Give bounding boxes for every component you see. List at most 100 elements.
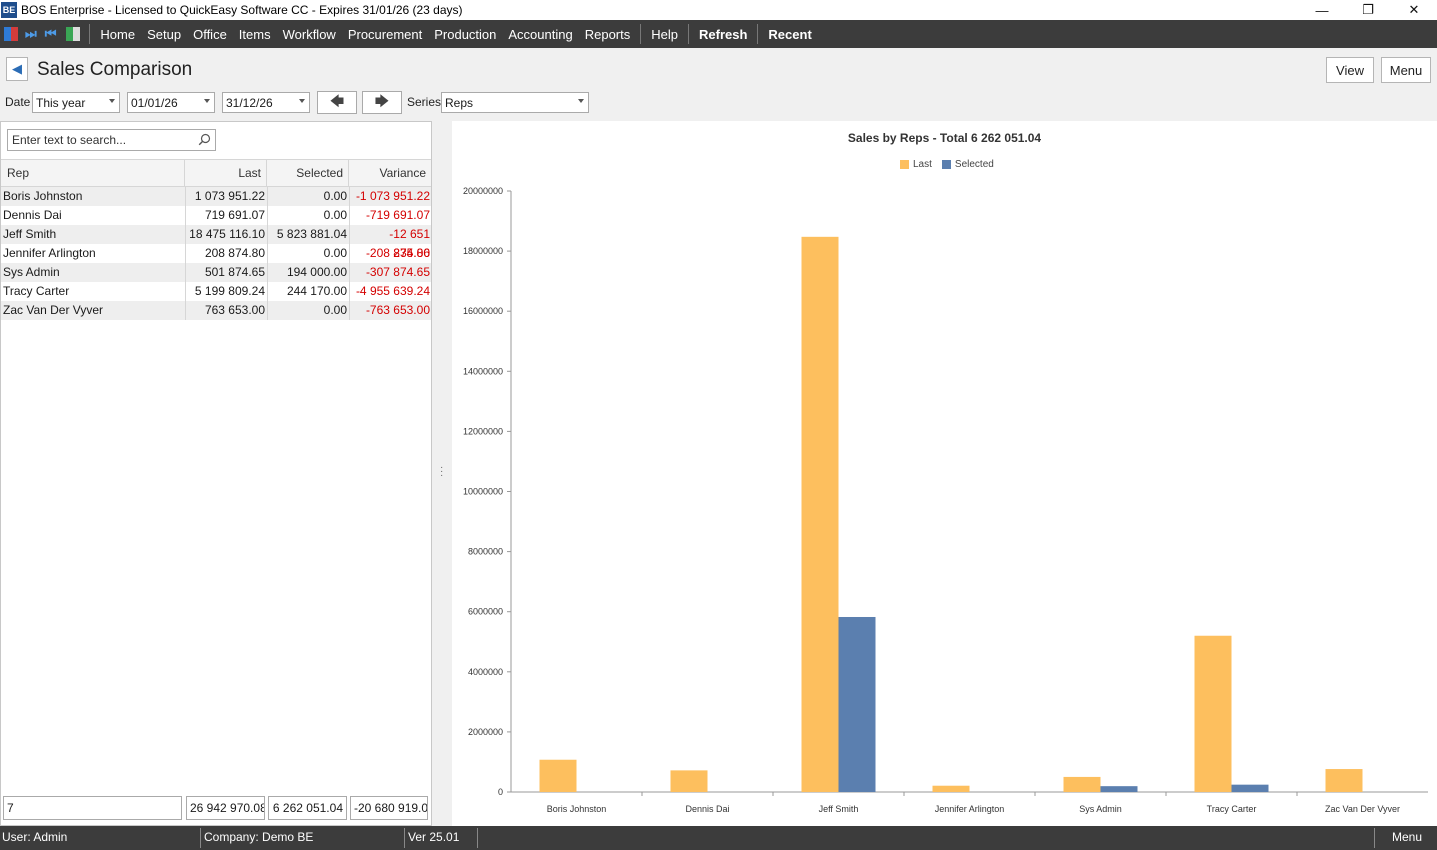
- cell-rep: Zac Van Der Vyver: [3, 303, 104, 317]
- total-selected-field: 6 262 051.04: [268, 796, 347, 820]
- window-title: BOS Enterprise - Licensed to QuickEasy S…: [21, 3, 463, 17]
- y-tick-label: 8000000: [468, 547, 503, 557]
- table-row[interactable]: Jennifer Arlington 208 874.80 0.00 -208 874…: [1, 244, 431, 263]
- previous-period-button[interactable]: 🡄: [317, 91, 357, 114]
- panel-splitter[interactable]: · · ·: [440, 462, 444, 481]
- arrow-right-icon: 🡆: [374, 92, 390, 109]
- cell-last: 763 653.00: [204, 303, 265, 317]
- cell-rep: Sys Admin: [3, 265, 60, 279]
- x-tick-label: Jeff Smith: [819, 804, 859, 814]
- view-button[interactable]: View: [1326, 57, 1374, 83]
- legend-label-last: Last: [913, 159, 932, 170]
- table-row[interactable]: Dennis Dai 719 691.07 0.00 -719 691.07: [1, 206, 431, 225]
- table-row[interactable]: Boris Johnston 1 073 951.22 0.00 -1 073 951…: [1, 187, 431, 206]
- y-tick-label: 18000000: [463, 246, 503, 256]
- date-to-picker[interactable]: 31/12/26: [222, 92, 310, 113]
- maximize-button[interactable]: ❐: [1362, 2, 1374, 17]
- bar-last: [539, 759, 577, 792]
- total-last-field: 26 942 970.08: [186, 796, 265, 820]
- next-period-button[interactable]: 🡆: [362, 91, 402, 114]
- cell-last: 18 475 116.10: [189, 227, 265, 241]
- cell-selected: 194 000.00: [286, 265, 347, 279]
- y-tick-label: 16000000: [463, 306, 503, 316]
- bar-last: [1325, 769, 1363, 792]
- back-arrow-icon: ◀: [12, 61, 22, 76]
- legend-label-selected: Selected: [954, 159, 994, 170]
- period-value: This year: [36, 95, 86, 110]
- cell-rep: Jeff Smith: [3, 227, 57, 241]
- menu-accounting[interactable]: Accounting: [508, 26, 573, 42]
- apps-icon[interactable]: [4, 27, 18, 41]
- skip-forward-icon[interactable]: ⏭: [25, 26, 37, 41]
- menu-separator: [89, 24, 91, 44]
- bar-last: [801, 236, 839, 792]
- menu-workflow[interactable]: Workflow: [282, 26, 336, 42]
- cell-last: 501 874.65: [204, 265, 265, 279]
- column-divider: [267, 225, 268, 244]
- window-controls: — ❐ ✕: [1299, 0, 1437, 20]
- menu-help[interactable]: Help: [651, 26, 678, 42]
- x-tick-label: Dennis Dai: [685, 804, 729, 814]
- menu-separator: [640, 24, 642, 44]
- menu-setup[interactable]: Setup: [147, 26, 182, 42]
- column-header-last[interactable]: Last: [185, 160, 267, 187]
- series-value: Reps: [445, 95, 474, 110]
- column-divider: [267, 206, 268, 225]
- menu-separator: [688, 24, 689, 44]
- cell-rep: Boris Johnston: [3, 189, 83, 203]
- menu-items[interactable]: Items: [238, 26, 271, 42]
- search-input[interactable]: Enter text to search...: [7, 129, 216, 151]
- page-title: Sales Comparison: [37, 59, 193, 80]
- menu-refresh[interactable]: Refresh: [699, 26, 748, 42]
- menu-button[interactable]: Menu: [1381, 57, 1431, 83]
- close-button[interactable]: ✕: [1408, 2, 1420, 17]
- menu-production[interactable]: Production: [434, 26, 497, 42]
- back-button[interactable]: ◀: [6, 57, 28, 81]
- period-select[interactable]: This year: [32, 92, 120, 113]
- cell-rep: Jennifer Arlington: [3, 246, 96, 260]
- total-variance-field: -20 680 919.0: [350, 796, 428, 820]
- chevron-down-icon: [578, 99, 584, 103]
- date-from-picker[interactable]: 01/01/26: [127, 92, 215, 113]
- column-divider: [349, 263, 350, 282]
- column-header-rep[interactable]: Rep: [1, 160, 185, 187]
- search-icon[interactable]: [198, 133, 211, 146]
- table-row[interactable]: Jeff Smith 18 475 116.10 5 823 881.04 -12 6…: [1, 225, 431, 260]
- column-divider: [349, 187, 350, 206]
- chart-legend: Last Selected: [900, 159, 994, 170]
- skip-back-icon[interactable]: ⏮: [44, 26, 57, 41]
- status-bar: User: Admin Company: Demo BE Ver 25.01 M…: [0, 826, 1437, 850]
- menu-home[interactable]: Home: [100, 26, 136, 42]
- table-row[interactable]: Sys Admin 501 874.65 194 000.00 -307 874.65: [1, 263, 431, 282]
- column-header-selected[interactable]: Selected: [267, 160, 349, 187]
- x-tick-label: Tracy Carter: [1207, 804, 1257, 814]
- column-divider: [185, 263, 186, 282]
- x-tick-label: Boris Johnston: [547, 804, 607, 814]
- menu-recent[interactable]: Recent: [768, 26, 812, 42]
- x-tick-label: Zac Van Der Vyver: [1325, 804, 1400, 814]
- column-divider: [267, 282, 268, 301]
- data-grid-panel: Enter text to search... Rep Last Selecte…: [0, 121, 432, 826]
- column-header-variance[interactable]: Variance: [379, 166, 426, 180]
- date-to-value: 31/12/26: [226, 95, 273, 110]
- status-separator: [1374, 828, 1375, 848]
- menu-office[interactable]: Office: [193, 26, 227, 42]
- table-row[interactable]: Tracy Carter 5 199 809.24 244 170.00 -4 955…: [1, 282, 431, 301]
- table-row[interactable]: Zac Van Der Vyver 763 653.00 0.00 -763 653.…: [1, 301, 431, 320]
- menu-procurement[interactable]: Procurement: [347, 26, 423, 42]
- cell-variance: -4 955 639.24: [355, 284, 430, 298]
- bar-selected: [1231, 784, 1269, 792]
- column-divider: [267, 301, 268, 320]
- panel-toggle-icon[interactable]: [66, 27, 81, 41]
- status-separator: [477, 828, 478, 848]
- status-menu-button[interactable]: Menu: [1392, 830, 1423, 844]
- column-divider: [185, 282, 186, 301]
- series-select[interactable]: Reps: [441, 92, 589, 113]
- minimize-button[interactable]: —: [1315, 2, 1329, 18]
- column-divider: [349, 301, 350, 320]
- date-from-value: 01/01/26: [131, 95, 178, 110]
- x-tick-label: Jennifer Arlington: [935, 804, 1005, 814]
- y-tick-label: 14000000: [463, 366, 503, 376]
- cell-selected: 0.00: [323, 246, 347, 260]
- menu-reports[interactable]: Reports: [584, 26, 631, 42]
